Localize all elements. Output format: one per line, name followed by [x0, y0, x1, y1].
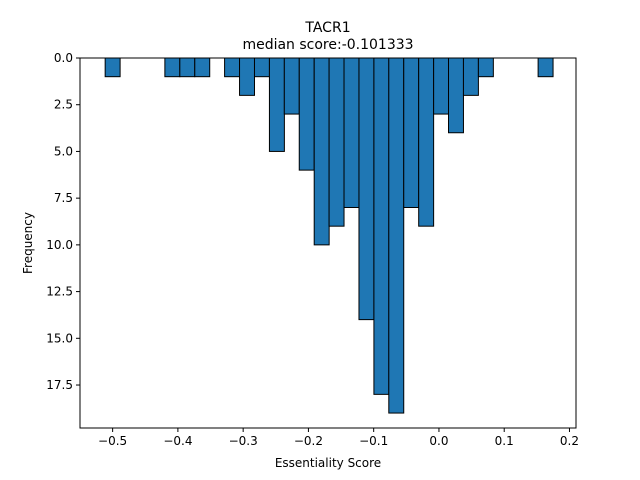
bars-group	[104, 57, 554, 414]
histogram-bar	[328, 57, 345, 227]
histogram-bar	[388, 57, 405, 414]
chart-subtitle: median score:-0.101333	[242, 37, 413, 53]
x-tick-label: −0.5	[98, 434, 127, 448]
histogram-bar	[477, 57, 494, 78]
x-tick-label: −0.3	[229, 434, 258, 448]
y-tick-label: 2.5	[54, 98, 73, 112]
histogram-bar	[194, 57, 211, 78]
y-tick-label: 17.5	[46, 378, 73, 392]
histogram-bar	[104, 57, 121, 78]
histogram-bar	[298, 57, 315, 171]
histogram-bar	[358, 57, 375, 321]
x-tick-label: 0.0	[429, 434, 448, 448]
histogram-bar	[343, 57, 360, 208]
histogram-bar	[448, 57, 464, 134]
histogram-bar	[239, 57, 255, 96]
plot-frame	[79, 57, 577, 429]
histogram-bar	[537, 57, 554, 78]
y-axis-label: Frequency	[21, 212, 35, 274]
histogram-bar	[403, 57, 420, 208]
histogram-bar	[373, 57, 390, 395]
histogram-bar	[283, 57, 300, 115]
histogram-bar	[433, 57, 450, 115]
histogram-bar	[224, 57, 241, 78]
chart-title: TACR1	[304, 20, 350, 36]
histogram-bar	[268, 57, 285, 152]
y-tick-label: 7.5	[54, 191, 73, 205]
x-tick-label: −0.4	[163, 434, 192, 448]
x-tick-label: 0.1	[495, 434, 514, 448]
y-tick-label: 5.0	[54, 144, 73, 158]
y-tick-label: 12.5	[46, 285, 73, 299]
histogram-bar	[313, 57, 330, 246]
x-tick-label: −0.2	[294, 434, 323, 448]
histogram-bar	[253, 57, 270, 78]
x-axis-label: Essentiality Score	[275, 456, 381, 470]
x-tick-label: −0.1	[359, 434, 388, 448]
histogram-bar	[179, 57, 196, 78]
x-tick-label: 0.2	[560, 434, 579, 448]
y-tick-label: 15.0	[46, 331, 73, 345]
y-axis: 0.0 2.5 5.0 7.5 10.0 12.5 15.0 17.5	[46, 51, 80, 392]
x-axis: −0.5 −0.4 −0.3 −0.2 −0.1 0.0 0.1 0.2	[98, 428, 579, 448]
histogram-bar	[418, 57, 435, 227]
y-tick-label: 10.0	[46, 238, 73, 252]
y-tick-label: 0.0	[54, 51, 73, 65]
histogram-bar	[462, 57, 479, 96]
histogram-bar	[164, 57, 181, 78]
